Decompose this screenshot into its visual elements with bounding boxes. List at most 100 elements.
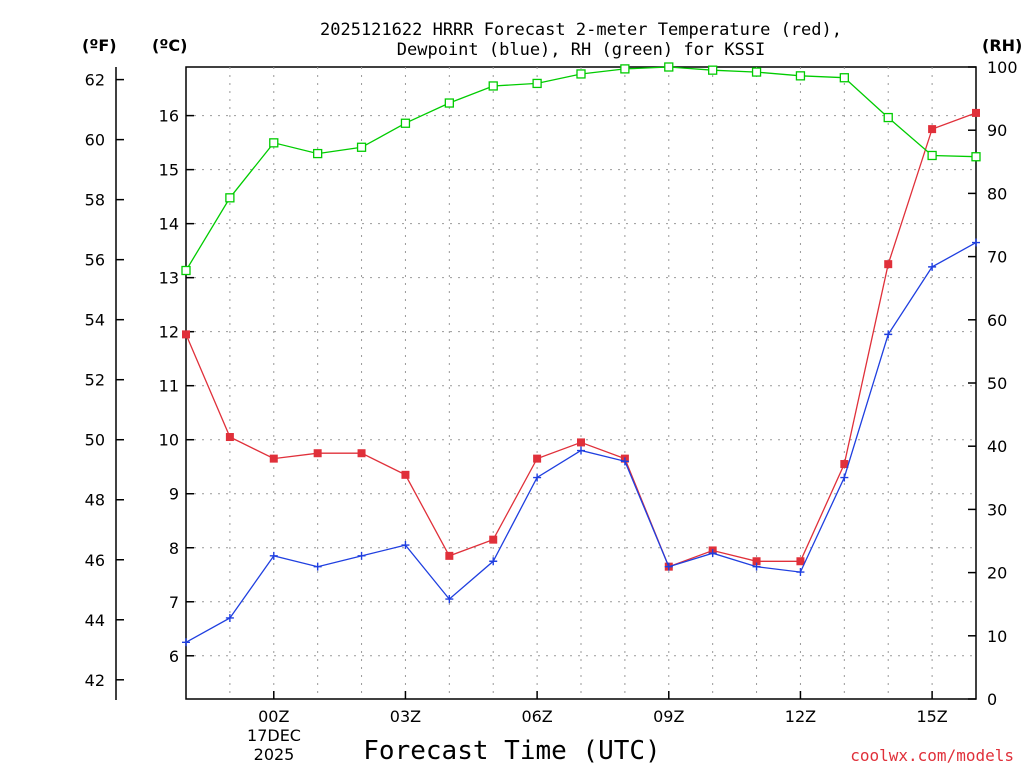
x-tick-label: 03Z	[390, 707, 421, 726]
rh-point	[225, 193, 235, 203]
date-label-year: 2025	[254, 745, 295, 764]
dewpoint-point	[489, 557, 498, 566]
celsius-unit-label: (ºC)	[152, 36, 187, 55]
axes: 6 7 8 9 10 11 12 13 14 15 16 00Z 03Z 06Z 09Z 12Z 15Z 42 44…	[85, 58, 1018, 726]
rh-point	[883, 112, 893, 123]
fahrenheit-tick-label: 46	[85, 551, 105, 570]
rh-point	[839, 73, 849, 83]
rh-point	[313, 148, 323, 159]
dewpoint-point	[357, 551, 366, 560]
rh-tick-label: 40	[987, 437, 1007, 456]
rh-line	[185, 66, 977, 271]
rh-point	[927, 150, 937, 161]
rh-tick-label: 20	[987, 564, 1007, 583]
temperature-point	[796, 557, 805, 566]
rh-point	[488, 81, 498, 91]
temperature-point	[752, 557, 761, 566]
dewpoint-point	[620, 457, 629, 466]
fahrenheit-tick-label: 58	[85, 191, 105, 210]
dewpoint-point	[533, 473, 542, 482]
rh-tick-label: 10	[987, 627, 1007, 646]
temperature-point	[489, 535, 498, 544]
rh-point	[532, 78, 542, 89]
dewpoint-point	[182, 638, 190, 647]
temperature-point	[182, 330, 190, 339]
x-tick-label: 00Z	[258, 707, 289, 726]
x-tick-label: 09Z	[653, 707, 684, 726]
dewpoint-point	[928, 262, 937, 271]
temperature-point	[225, 433, 234, 442]
temperature-point	[445, 551, 454, 560]
dewpoint-point	[313, 562, 322, 571]
dewpoint-point	[840, 473, 849, 482]
fahrenheit-tick-label: 54	[85, 311, 105, 330]
rh-point	[795, 71, 806, 81]
rh-point	[708, 65, 718, 75]
date-label-day: 17DEC	[247, 726, 301, 745]
rh-point	[576, 69, 586, 79]
dewpoint-point	[884, 330, 893, 339]
chart-title-line2: Dewpoint (blue), RH (green) for KSSI	[397, 40, 765, 60]
rh-unit-label: (RH)	[982, 36, 1022, 55]
fahrenheit-tick-label: 62	[85, 71, 105, 90]
chart-title-line1: 2025121622 HRRR Forecast 2-meter Tempera…	[320, 20, 842, 40]
x-tick-label: 06Z	[521, 707, 552, 726]
celsius-tick-label: 13	[159, 269, 179, 288]
celsius-tick-label: 7	[169, 593, 179, 612]
x-tick-label: 12Z	[785, 707, 816, 726]
grid-lines	[186, 67, 976, 699]
fahrenheit-tick-label: 42	[85, 671, 105, 690]
temperature-point	[533, 454, 542, 463]
dewpoint-point	[796, 568, 805, 577]
dewpoint-point	[752, 562, 761, 571]
rh-point	[400, 118, 411, 128]
rh-point	[664, 62, 674, 72]
dewpoint-point	[708, 549, 717, 558]
fahrenheit-tick-label: 60	[85, 131, 105, 150]
celsius-tick-label: 11	[159, 377, 179, 396]
celsius-tick-label: 6	[169, 647, 179, 666]
rh-tick-label: 80	[987, 184, 1007, 203]
series	[181, 62, 981, 647]
temperature-point	[269, 454, 278, 463]
rh-point	[269, 138, 279, 148]
temperature-point	[577, 438, 585, 447]
dewpoint-point	[972, 238, 980, 247]
fahrenheit-tick-label: 56	[85, 251, 105, 270]
fahrenheit-tick-label: 48	[85, 491, 105, 510]
rh-tick-label: 30	[987, 500, 1007, 519]
fahrenheit-tick-label: 52	[85, 371, 105, 390]
temperature-point	[840, 460, 849, 469]
temperature-point	[357, 449, 366, 458]
rh-point	[620, 64, 630, 74]
celsius-tick-label: 8	[169, 539, 179, 558]
dewpoint-point	[664, 562, 673, 571]
rh-tick-label: 60	[987, 311, 1007, 330]
rh-point	[181, 265, 191, 276]
fahrenheit-tick-label: 44	[85, 611, 105, 630]
x-axis-title: Forecast Time (UTC)	[363, 736, 660, 766]
rh-tick-label: 50	[987, 374, 1007, 393]
dewpoint-point	[225, 613, 234, 622]
temperature-point	[401, 470, 410, 479]
rh-tick-label: 0	[987, 690, 997, 709]
rh-point	[356, 142, 367, 152]
dewpoint-point	[577, 446, 585, 455]
temperature-point	[972, 108, 980, 117]
temperature-point	[884, 260, 893, 269]
celsius-tick-label: 9	[169, 485, 179, 504]
celsius-tick-label: 12	[159, 323, 179, 342]
dewpoint-point	[269, 551, 278, 560]
celsius-tick-label: 15	[159, 161, 179, 180]
rh-tick-label: 100	[987, 58, 1018, 77]
fahrenheit-unit-label: (ºF)	[82, 36, 117, 55]
celsius-tick-label: 10	[159, 431, 179, 450]
temperature-point	[313, 449, 322, 458]
rh-point	[751, 67, 762, 77]
credit-text: coolwx.com/models	[850, 746, 1014, 765]
rh-tick-label: 90	[987, 121, 1007, 140]
celsius-tick-label: 14	[159, 215, 179, 234]
rh-point	[444, 98, 454, 108]
fahrenheit-tick-label: 50	[85, 431, 105, 450]
